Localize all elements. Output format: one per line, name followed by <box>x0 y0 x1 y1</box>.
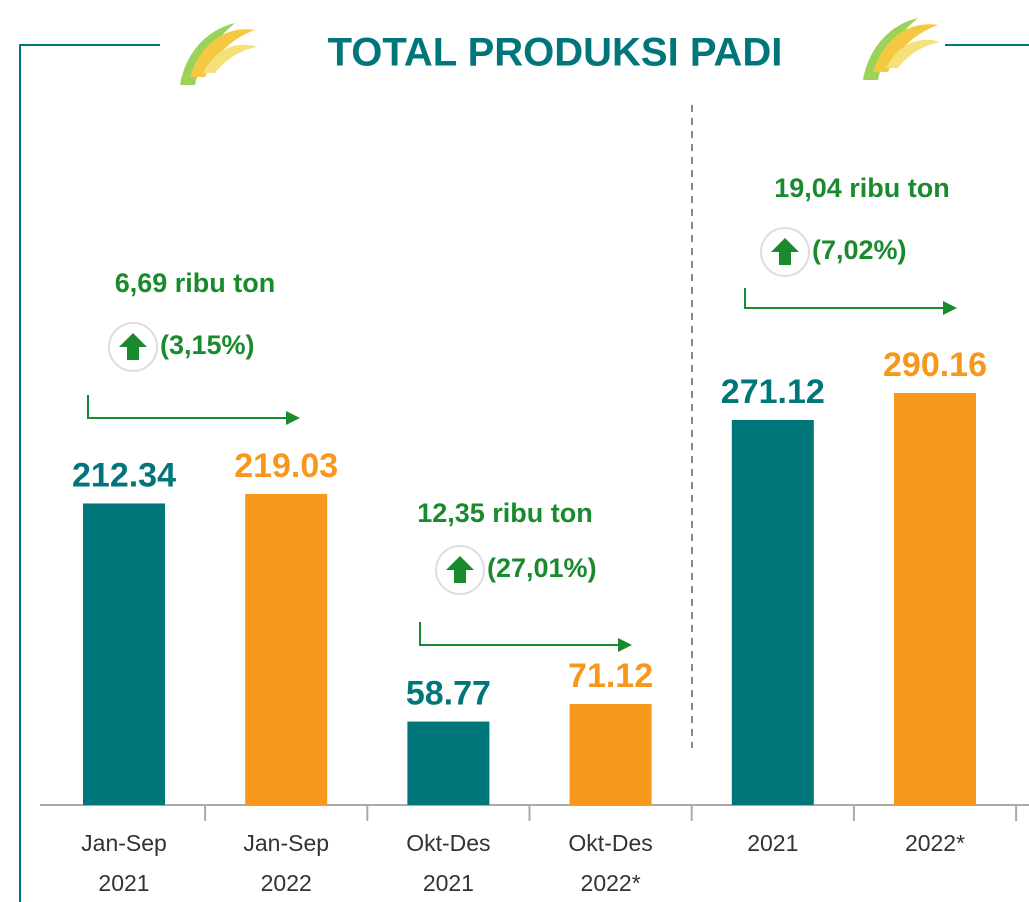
annotation-text: 6,69 ribu ton <box>115 268 276 298</box>
x-tick-label: 2021 <box>747 830 798 856</box>
bar <box>894 392 976 805</box>
trend-arrowhead <box>286 411 300 425</box>
value-label: 271.12 <box>721 373 825 411</box>
bar <box>731 420 814 805</box>
trend-arrow <box>744 288 945 309</box>
annotation-change: (3,15%) <box>160 330 255 360</box>
annotation-text: 19,04 ribu ton <box>774 173 950 203</box>
rice-icon <box>863 18 940 80</box>
value-label: 212.34 <box>72 456 176 494</box>
bar <box>83 503 165 805</box>
up-arrow-icon <box>119 333 147 360</box>
annotation-text: 12,35 ribu ton <box>417 498 593 528</box>
trend-arrow <box>419 622 620 646</box>
value-label: 71.12 <box>568 657 653 695</box>
chart-title: TOTAL PRODUKSI PADI <box>328 31 783 75</box>
up-arrow-icon <box>446 556 474 583</box>
annotation-change: (27,01%) <box>487 553 597 583</box>
bar <box>407 721 490 805</box>
value-label: 58.77 <box>406 675 491 713</box>
annotation-change: (7,02%) <box>812 235 907 265</box>
rice-icon <box>180 23 257 85</box>
x-tick-label: 2022* <box>905 830 965 856</box>
x-tick-label: Jan-Sep 2021 <box>81 830 167 896</box>
trend-arrowhead <box>618 638 632 652</box>
x-tick-label: Jan-Sep 2022 <box>243 830 329 896</box>
x-tick-label: Okt-Des 2022* <box>568 830 652 896</box>
frame <box>19 44 160 902</box>
value-label: 290.16 <box>883 346 987 384</box>
x-tick-label: Okt-Des 2021 <box>406 830 490 896</box>
bar <box>569 704 652 805</box>
bar <box>245 493 328 805</box>
trend-arrowhead <box>943 301 957 315</box>
value-label: 219.03 <box>234 447 338 485</box>
trend-arrow <box>87 395 288 419</box>
up-arrow-icon <box>771 238 799 265</box>
